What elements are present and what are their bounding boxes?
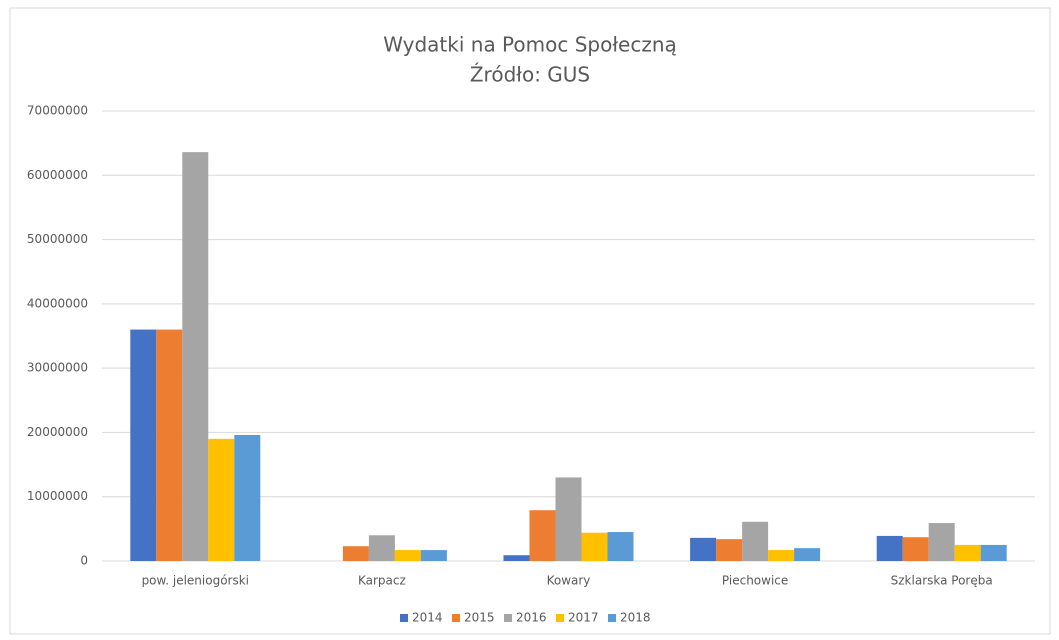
bar xyxy=(768,550,795,561)
bar xyxy=(555,477,582,561)
chart-title: Wydatki na Pomoc Społeczną xyxy=(383,33,677,57)
bar xyxy=(234,435,261,561)
y-tick-label: 60000000 xyxy=(27,168,88,182)
bar xyxy=(716,539,743,561)
y-tick-label: 10000000 xyxy=(27,489,88,503)
bar xyxy=(954,544,981,561)
bar xyxy=(208,438,235,561)
bar xyxy=(342,546,369,561)
bar xyxy=(980,544,1007,561)
legend-label: 2015 xyxy=(464,611,495,625)
legend-swatch xyxy=(504,614,512,622)
bar xyxy=(529,510,556,561)
legend-label: 2018 xyxy=(620,611,651,625)
bar xyxy=(928,523,955,561)
legend-swatch xyxy=(608,614,616,622)
y-tick-label: 20000000 xyxy=(27,425,88,439)
bar xyxy=(182,152,209,561)
bar xyxy=(876,535,903,561)
y-tick-label: 0 xyxy=(80,554,88,568)
legend-swatch xyxy=(400,614,408,622)
y-tick-label: 40000000 xyxy=(27,296,88,310)
x-tick-label: pow. jeleniogórski xyxy=(142,574,249,588)
bar xyxy=(503,555,530,561)
bar xyxy=(902,537,929,561)
legend-label: 2016 xyxy=(516,611,547,625)
x-tick-label: Szklarska Poręba xyxy=(891,574,993,588)
bar xyxy=(130,329,157,561)
bar xyxy=(794,548,821,561)
legend-label: 2017 xyxy=(568,611,599,625)
bar xyxy=(742,521,769,561)
bar xyxy=(156,329,183,561)
bar xyxy=(420,550,447,561)
x-tick-label: Kowary xyxy=(547,574,591,588)
bar xyxy=(368,535,395,561)
bar xyxy=(581,532,608,561)
legend-swatch xyxy=(556,614,564,622)
x-tick-label: Piechowice xyxy=(722,574,788,588)
x-tick-label: Karpacz xyxy=(358,574,406,588)
y-tick-label: 50000000 xyxy=(27,232,88,246)
legend-swatch xyxy=(452,614,460,622)
legend-label: 2014 xyxy=(412,611,443,625)
bar xyxy=(394,550,421,561)
chart-subtitle: Źródło: GUS xyxy=(470,63,590,87)
y-tick-label: 30000000 xyxy=(27,361,88,375)
bar xyxy=(607,532,634,561)
bar xyxy=(690,537,717,561)
y-tick-label: 70000000 xyxy=(27,104,88,118)
